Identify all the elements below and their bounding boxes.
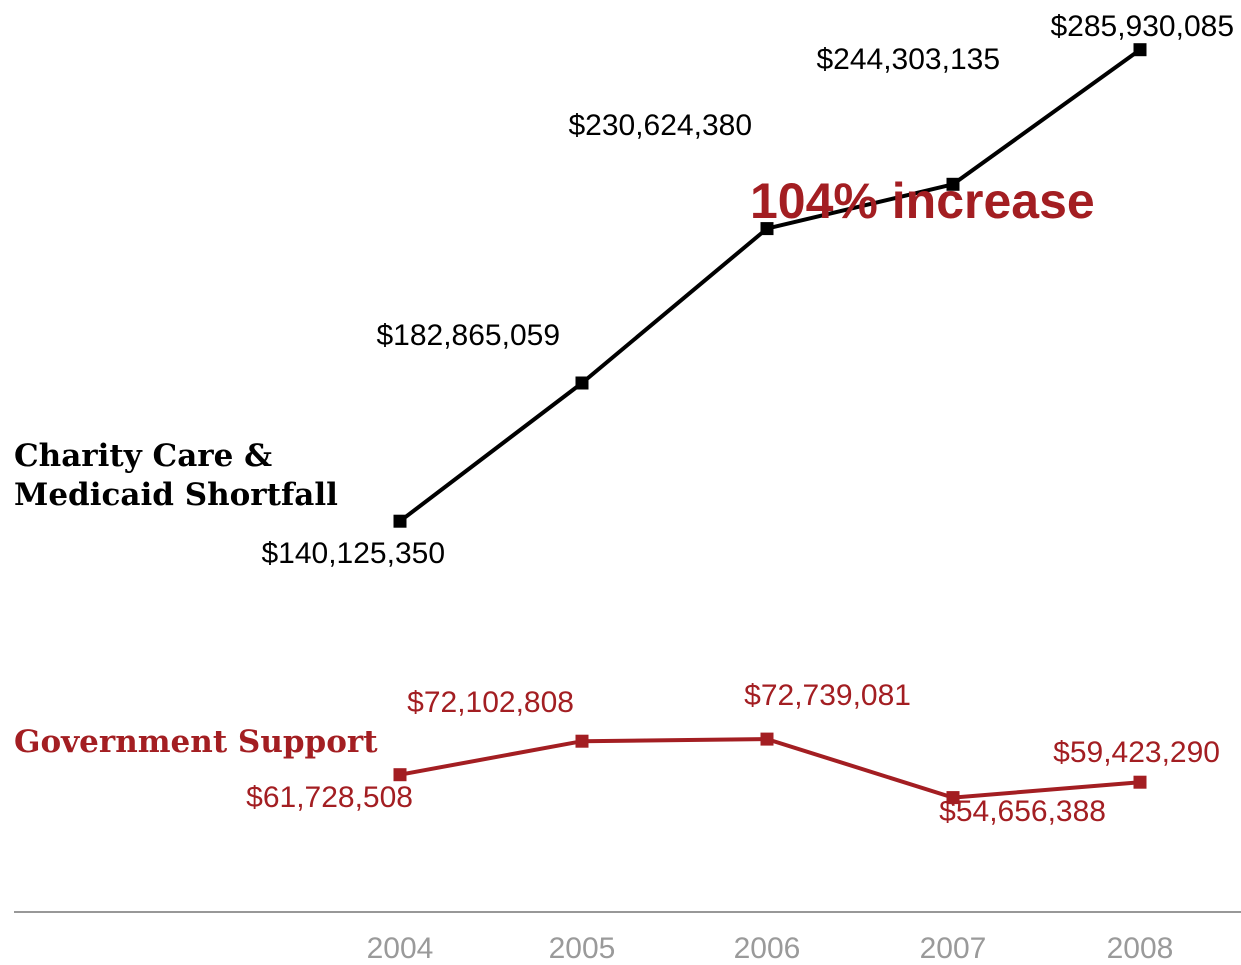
series-layer: $140,125,350 $182,865,059 $230,624,380 $244… [14, 10, 1234, 828]
series-charity-care: $140,125,350 $182,865,059 $230,624,380 $244… [14, 10, 1234, 570]
series-line [398, 48, 1142, 523]
data-point-2005 [575, 376, 589, 390]
data-point-2008 [1133, 775, 1147, 789]
data-point-2005 [575, 734, 589, 748]
data-point-2004 [393, 768, 407, 782]
x-tick-label-2008: 2008 [1107, 932, 1174, 965]
x-tick-label-2007: 2007 [920, 932, 987, 965]
series-government-support: $61,728,508 $72,102,808 $72,739,081 $54,656… [14, 679, 1220, 828]
data-point-2006 [760, 732, 774, 746]
series-title: Government Support [14, 724, 378, 760]
data-label-2006: $72,739,081 [744, 679, 911, 712]
data-label-2008: $59,423,290 [1053, 736, 1220, 769]
x-tick-label-2006: 2006 [734, 932, 801, 965]
increase-annotation: 104% increase [750, 173, 1095, 229]
data-label-2005: $72,102,808 [407, 686, 574, 719]
data-point-2007 [946, 177, 960, 191]
data-label-2004: $140,125,350 [261, 537, 445, 570]
data-point-2007 [946, 791, 960, 805]
data-label-2008: $285,930,085 [1050, 10, 1234, 43]
data-label-2004: $61,728,508 [246, 781, 413, 814]
data-label-2007: $54,656,388 [939, 795, 1106, 828]
series-title: Charity Care & Medicaid Shortfall [14, 438, 338, 513]
series-line [399, 737, 1141, 800]
data-point-2006 [760, 222, 774, 236]
data-point-2008 [1133, 43, 1147, 57]
x-tick-label-2005: 2005 [549, 932, 616, 965]
data-label-2007: $244,303,135 [816, 43, 1000, 76]
data-label-2005: $182,865,059 [376, 319, 560, 352]
data-label-2006: $230,624,380 [568, 109, 752, 142]
data-point-2004 [393, 514, 407, 528]
x-tick-label-2004: 2004 [367, 932, 434, 965]
x-axis-ticks: 2004 2005 2006 2007 2008 [367, 932, 1174, 965]
